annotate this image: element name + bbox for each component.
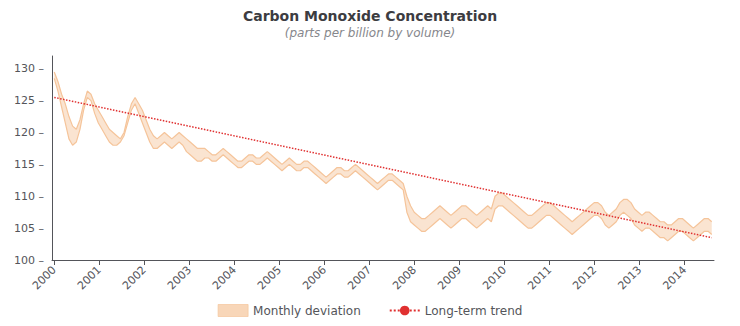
svg-text:2004: 2004 (210, 263, 239, 292)
svg-text:Monthly deviation: Monthly deviation (253, 304, 361, 318)
svg-text:Carbon Monoxide Concentration: Carbon Monoxide Concentration (243, 8, 497, 24)
svg-text:125 –: 125 – (14, 94, 44, 107)
svg-text:2011: 2011 (525, 263, 554, 292)
svg-text:105 –: 105 – (14, 222, 44, 235)
svg-text:2008: 2008 (390, 263, 419, 292)
svg-text:(parts per billion by volume): (parts per billion by volume) (285, 26, 456, 40)
svg-text:2007: 2007 (345, 263, 374, 292)
svg-text:2013: 2013 (615, 263, 644, 292)
svg-text:2014: 2014 (660, 263, 689, 292)
svg-text:2005: 2005 (255, 263, 284, 292)
svg-text:2006: 2006 (300, 263, 329, 292)
svg-text:110 –: 110 – (14, 190, 44, 203)
svg-text:2009: 2009 (435, 263, 464, 292)
svg-text:130 –: 130 – (14, 62, 44, 75)
svg-text:2003: 2003 (165, 263, 194, 292)
svg-text:2002: 2002 (120, 263, 149, 292)
svg-text:100 –: 100 – (14, 254, 44, 267)
svg-text:2010: 2010 (480, 263, 509, 292)
svg-text:2001: 2001 (75, 263, 104, 292)
svg-text:120 –: 120 – (14, 126, 44, 139)
svg-text:2012: 2012 (570, 263, 599, 292)
svg-text:2000: 2000 (30, 263, 59, 292)
svg-text:115 –: 115 – (14, 158, 44, 171)
svg-text:Long-term trend: Long-term trend (425, 304, 523, 318)
